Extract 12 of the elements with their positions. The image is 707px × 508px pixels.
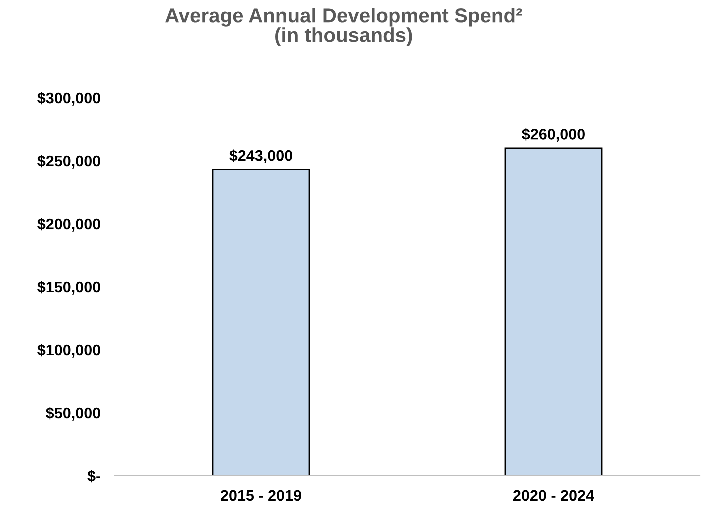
data-label: $243,000 xyxy=(230,150,292,164)
y-tick-label: $250,000 xyxy=(38,155,100,169)
x-tick-label: 2015 - 2019 xyxy=(221,490,302,502)
y-tick-label: $100,000 xyxy=(38,344,100,358)
data-label: $260,000 xyxy=(522,128,585,142)
y-tick-label: $- xyxy=(88,470,100,483)
y-tick-label: $50,000 xyxy=(46,407,100,421)
x-tick-label: 2020 - 2024 xyxy=(514,490,594,502)
chart-title: Average Annual Development Spend² (in thousands) xyxy=(166,8,522,46)
y-tick-label: $200,000 xyxy=(38,218,100,232)
y-tick-label: $300,000 xyxy=(38,92,100,106)
y-tick-label: $150,000 xyxy=(38,281,100,295)
